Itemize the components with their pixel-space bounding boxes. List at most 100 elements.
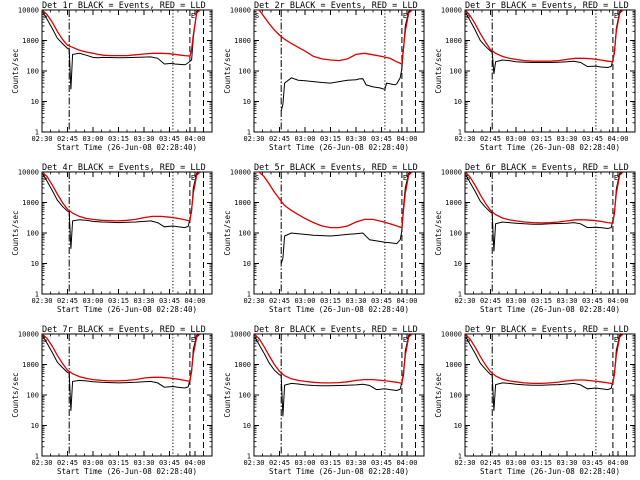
y-tick-label: 10: [454, 260, 462, 268]
x-tick-label: 03:30: [556, 135, 577, 143]
y-tick-label: 1: [247, 129, 251, 137]
y-tick-label: 100: [26, 68, 39, 76]
series-lld-line: [254, 172, 413, 229]
y-tick-label: 10: [454, 98, 462, 106]
x-tick-label: 03:00: [82, 459, 103, 467]
x-tick-label: 04:00: [607, 135, 628, 143]
x-tick-label: 03:45: [371, 135, 392, 143]
x-tick-label: 02:30: [243, 135, 264, 143]
marker-e: E: [403, 174, 407, 182]
y-tick-label: 100: [449, 68, 462, 76]
y-tick-label: 1000: [22, 199, 39, 207]
x-tick-label: 03:00: [505, 297, 526, 305]
panel-title: Det 4r BLACK = Events, RED = LLD: [42, 163, 206, 173]
plot-frame: [464, 333, 636, 457]
y-axis-label: Counts/sec: [11, 48, 20, 93]
series-events-line: [465, 10, 624, 75]
marker-e: E: [191, 174, 195, 182]
x-axis-label: Start Time (26-Jun-08 02:28:40): [480, 467, 620, 476]
y-tick-label: 10: [31, 422, 39, 430]
x-tick-label: 03:30: [345, 135, 366, 143]
y-tick-label: 10000: [230, 7, 251, 15]
marker-e: E: [614, 12, 618, 20]
y-tick-label: 100: [26, 230, 39, 238]
series-events-line: [465, 334, 624, 411]
panel-9: Det 9r BLACK = Events, RED = LLD 1 10 100 10…: [434, 325, 636, 476]
x-tick-label: 04:00: [396, 459, 417, 467]
panel-7: Det 7r BLACK = Events, RED = LLD 1 10 100 10…: [11, 325, 213, 476]
x-tick-label: 04:00: [396, 297, 417, 305]
panel-title: Det 7r BLACK = Events, RED = LLD: [42, 325, 206, 335]
plot-frame: [464, 9, 636, 133]
y-tick-label: 1: [35, 453, 39, 461]
x-tick-label: 03:00: [505, 459, 526, 467]
y-axis-label: Counts/sec: [11, 210, 20, 255]
plot-frame: [253, 9, 425, 133]
x-tick-label: 03:15: [320, 459, 341, 467]
marker-s: S: [466, 12, 470, 20]
x-tick-label: 03:00: [82, 135, 103, 143]
marker-s: S: [466, 174, 470, 182]
series-events-line: [42, 172, 201, 249]
x-tick-label: 03:15: [320, 297, 341, 305]
x-tick-label: 03:15: [531, 459, 552, 467]
panel-title: Det 3r BLACK = Events, RED = LLD: [465, 1, 629, 11]
x-tick-label: 03:15: [531, 135, 552, 143]
y-tick-label: 10000: [18, 169, 39, 177]
x-tick-label: 02:30: [243, 297, 264, 305]
x-tick-label: 02:45: [480, 135, 501, 143]
y-tick-label: 10000: [441, 331, 462, 339]
x-tick-label: 02:30: [31, 135, 52, 143]
x-tick-label: 03:15: [108, 459, 129, 467]
series-lld-line: [254, 10, 413, 65]
panel-title: Det 2r BLACK = Events, RED = LLD: [254, 1, 418, 11]
panel-title: Det 5r BLACK = Events, RED = LLD: [254, 163, 418, 173]
x-axis-label: Start Time (26-Jun-08 02:28:40): [480, 143, 620, 152]
y-tick-label: 1000: [445, 199, 462, 207]
panel-title: Det 6r BLACK = Events, RED = LLD: [465, 163, 629, 173]
y-tick-label: 100: [238, 392, 251, 400]
panel-2: Det 2r BLACK = Events, RED = LLD 1 10 100 10…: [223, 1, 425, 152]
panel-4: Det 4r BLACK = Events, RED = LLD 1 10 100 10…: [11, 163, 213, 314]
y-tick-label: 1: [35, 129, 39, 137]
y-tick-label: 1000: [234, 199, 251, 207]
x-tick-label: 02:45: [480, 459, 501, 467]
y-tick-label: 1: [247, 453, 251, 461]
y-axis-label: Counts/sec: [434, 210, 443, 255]
y-tick-label: 10: [31, 260, 39, 268]
series-lld-line: [42, 10, 201, 57]
y-tick-label: 1: [458, 291, 462, 299]
marker-s: S: [255, 174, 259, 182]
x-tick-label: 03:30: [133, 459, 154, 467]
y-tick-label: 10000: [441, 7, 462, 15]
plot-frame: [253, 333, 425, 457]
y-tick-label: 10000: [230, 169, 251, 177]
x-tick-label: 02:30: [31, 459, 52, 467]
y-tick-label: 1: [247, 291, 251, 299]
series-events-line: [42, 334, 201, 411]
x-tick-label: 02:45: [57, 135, 78, 143]
y-tick-label: 1000: [234, 361, 251, 369]
series-lld-line: [465, 334, 624, 385]
x-tick-label: 03:15: [320, 135, 341, 143]
series-lld-line: [465, 172, 624, 224]
y-axis-label: Counts/sec: [223, 210, 232, 255]
y-tick-label: 1000: [22, 361, 39, 369]
marker-e: E: [403, 12, 407, 20]
y-tick-label: 10: [243, 422, 251, 430]
x-tick-label: 03:15: [108, 135, 129, 143]
x-axis-label: Start Time (26-Jun-08 02:28:40): [57, 305, 197, 314]
x-tick-label: 02:30: [454, 459, 475, 467]
series-events-line: [280, 10, 413, 111]
marker-e: E: [191, 336, 195, 344]
y-tick-label: 1: [35, 291, 39, 299]
x-tick-label: 04:00: [184, 459, 205, 467]
plot-frame: [41, 333, 213, 457]
y-tick-label: 1000: [445, 361, 462, 369]
series-lld-line: [465, 10, 624, 63]
y-tick-label: 100: [26, 392, 39, 400]
x-tick-label: 03:30: [345, 297, 366, 305]
y-tick-label: 10000: [230, 331, 251, 339]
x-tick-label: 02:45: [57, 459, 78, 467]
y-axis-label: Counts/sec: [223, 372, 232, 417]
